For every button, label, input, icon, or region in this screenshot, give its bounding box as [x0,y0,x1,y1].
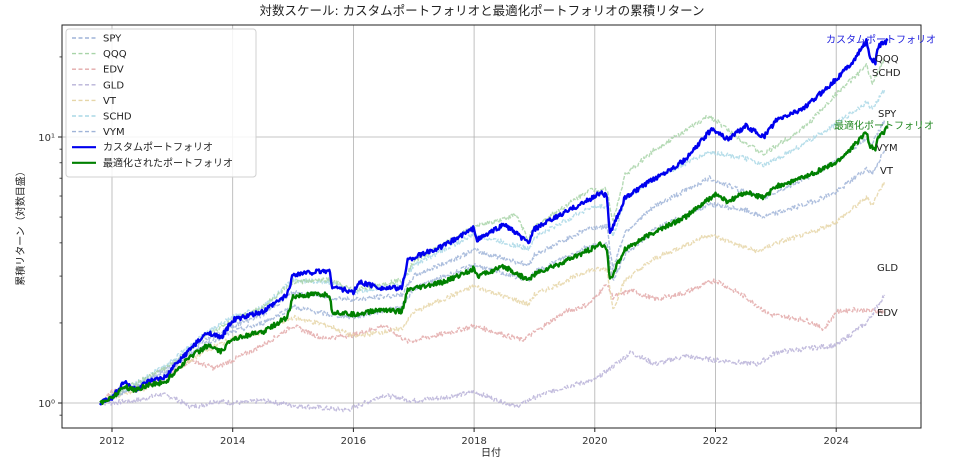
legend-box [65,28,257,178]
y-tick-label: 10⁰ [38,399,55,410]
series-line-schd [99,89,886,405]
legend-item-label: QQQ [103,49,127,60]
series-end-label: QQQ [875,54,899,65]
series-end-label: VT [880,166,894,177]
x-tick-label: 2014 [220,436,245,447]
series-end-label: VYM [876,143,898,154]
series-line-edv [99,278,885,405]
plot-frame [61,24,922,429]
series-end-label: SCHD [872,68,901,79]
series-line-カスタムポートフォリオ [99,38,889,406]
legend-item-label: VYM [103,127,125,138]
series-line-vym [99,150,886,406]
series-line-qqq [99,59,885,406]
y-axis-ticks: 10⁰ 10¹ [38,56,62,416]
legend-item-label: EDV [103,65,124,76]
x-tick-label: 2024 [823,436,848,447]
x-axis-ticks: 2012 2014 2016 2018 2020 2022 2024 [99,428,849,447]
legend-item-label: 最適化されたポートフォリオ [103,156,233,169]
series-line-gld [99,294,886,413]
legend: SPY QQQ EDV GLD VT SCHD VYM カスタムポートフォリオ最適化されたポー… [65,28,257,178]
x-tick-label: 2012 [99,436,124,447]
legend-item-label: SPY [103,34,122,45]
x-tick-label: 2016 [341,436,366,447]
series-line-最適化されたポートフォリオ [99,125,889,405]
legend-item-label: SCHD [103,112,132,123]
legend-item-label: GLD [103,80,124,91]
series-end-label: 最適化ポートフォリオ [834,119,934,132]
legend-item-label: カスタムポートフォリオ [103,142,213,154]
series-layer [99,38,889,413]
series-end-label: GLD [877,263,898,274]
series-line-vt [99,181,886,404]
x-tick-label: 2018 [461,436,486,447]
y-axis-label: 累積リターン（対数目盛） [14,166,27,286]
x-tick-label: 2022 [703,436,728,447]
y-tick-label: 10¹ [38,133,55,144]
series-end-label: カスタムポートフォリオ [826,34,936,46]
x-axis-label: 日付 [481,446,501,459]
chart-title: 対数スケール: カスタムポートフォリオと最適化ポートフォリオの累積リターン [259,3,704,18]
series-end-label: SPY [878,109,897,120]
x-tick-label: 2020 [582,436,607,447]
legend-item-label: VT [103,96,117,107]
series-end-label: EDV [877,308,898,319]
